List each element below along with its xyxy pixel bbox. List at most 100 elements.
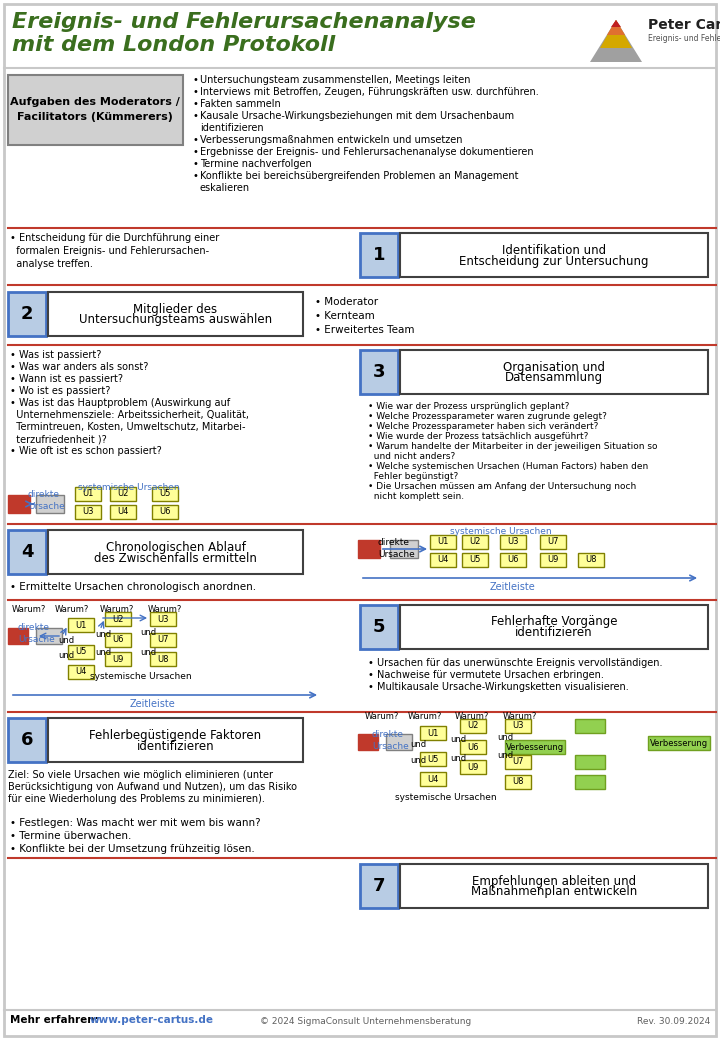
Text: 1: 1 (373, 246, 385, 264)
Polygon shape (600, 20, 632, 48)
Text: Warum?: Warum? (12, 605, 46, 614)
Text: Ereignis- und Fehlerursachenanalysen: Ereignis- und Fehlerursachenanalysen (648, 34, 720, 43)
Bar (420, 772, 446, 786)
Bar (648, 736, 710, 750)
Text: Termine nachverfolgen: Termine nachverfolgen (200, 159, 312, 168)
Bar (500, 553, 526, 567)
Text: • Wie oft ist es schon passiert?: • Wie oft ist es schon passiert? (10, 446, 162, 456)
Text: U3: U3 (508, 538, 518, 546)
Text: • Warum handelte der Mitarbeiter in der jeweiligen Situation so: • Warum handelte der Mitarbeiter in der … (368, 442, 657, 451)
Text: nicht komplett sein.: nicht komplett sein. (368, 492, 464, 501)
Text: U2: U2 (467, 722, 479, 730)
Text: U4: U4 (437, 555, 449, 565)
Text: •: • (192, 171, 198, 181)
Text: U7: U7 (512, 757, 523, 766)
Text: Verbesserung: Verbesserung (506, 743, 564, 752)
Text: systemische Ursachen: systemische Ursachen (90, 672, 192, 681)
Text: Chronologischen Ablauf: Chronologischen Ablauf (106, 541, 246, 553)
Bar (420, 752, 446, 766)
Bar (505, 719, 531, 733)
Text: direkte: direkte (372, 730, 404, 739)
Bar (68, 665, 94, 679)
Text: • Entscheidung für die Durchführung einer: • Entscheidung für die Durchführung eine… (10, 233, 220, 243)
Bar (540, 553, 566, 567)
Text: Identifikation und: Identifikation und (502, 243, 606, 257)
Text: und: und (95, 630, 111, 639)
Bar (360, 233, 398, 277)
Text: •: • (192, 135, 198, 145)
Text: 5: 5 (373, 618, 385, 636)
Text: • Ursachen für das unerwünschte Ereignis vervollständigen.: • Ursachen für das unerwünschte Ereignis… (368, 658, 662, 668)
Text: U5: U5 (76, 648, 86, 656)
Text: © 2024 SigmaConsult Unternehmensberatung: © 2024 SigmaConsult Unternehmensberatung (260, 1017, 472, 1026)
Text: und: und (58, 651, 74, 660)
Text: U6: U6 (159, 508, 171, 517)
Text: und: und (450, 735, 466, 744)
Text: Mehr erfahren:: Mehr erfahren: (10, 1015, 102, 1025)
Text: analyse treffen.: analyse treffen. (10, 259, 93, 269)
Text: Verbesserung: Verbesserung (650, 738, 708, 748)
Bar (358, 734, 378, 750)
Text: • Wie war der Prozess ursprünglich geplant?: • Wie war der Prozess ursprünglich gepla… (368, 402, 570, 411)
Text: 4: 4 (21, 543, 33, 561)
Polygon shape (590, 20, 642, 62)
Text: U4: U4 (76, 668, 86, 676)
Text: Aufgaben des Moderators /: Aufgaben des Moderators / (10, 97, 180, 107)
Text: U4: U4 (427, 775, 438, 783)
Text: Konflikte bei bereichsübergreifenden Problemen an Management: Konflikte bei bereichsübergreifenden Pro… (200, 171, 518, 181)
Text: U8: U8 (157, 654, 168, 664)
Text: U1: U1 (427, 728, 438, 737)
Text: formalen Ereignis- und Fehlerursachen-: formalen Ereignis- und Fehlerursachen- (10, 246, 209, 256)
Text: Warum?: Warum? (365, 712, 400, 721)
Text: Ziel: So viele Ursachen wie möglich eliminieren (unter: Ziel: So viele Ursachen wie möglich elim… (8, 770, 273, 780)
Text: • Die Ursachen müssen am Anfang der Untersuchung noch: • Die Ursachen müssen am Anfang der Unte… (368, 482, 636, 491)
Text: Datensammlung: Datensammlung (505, 371, 603, 385)
Bar (8, 292, 46, 336)
Text: Untersuchungsteams auswählen: Untersuchungsteams auswählen (79, 313, 272, 327)
Bar (360, 864, 398, 908)
Text: • Ermittelte Ursachen chronologisch anordnen.: • Ermittelte Ursachen chronologisch anor… (10, 582, 256, 592)
Text: systemische Ursachen: systemische Ursachen (395, 792, 497, 802)
Text: • Wann ist es passiert?: • Wann ist es passiert? (10, 374, 123, 384)
Text: Verbesserungsmaßnahmen entwickeln und umsetzen: Verbesserungsmaßnahmen entwickeln und um… (200, 135, 462, 145)
Text: und nicht anders?: und nicht anders? (368, 452, 455, 461)
Text: Rev. 30.09.2024: Rev. 30.09.2024 (636, 1017, 710, 1026)
Text: Untersuchungsteam zusammenstellen, Meetings leiten: Untersuchungsteam zusammenstellen, Meeti… (200, 75, 470, 85)
Text: identifizieren: identifizieren (200, 123, 264, 133)
Text: U5: U5 (159, 490, 171, 498)
Bar (390, 540, 418, 558)
Bar (462, 553, 488, 567)
Text: • Was ist das Hauptproblem (Auswirkung auf: • Was ist das Hauptproblem (Auswirkung a… (10, 398, 230, 408)
Text: Mitglieder des: Mitglieder des (133, 303, 217, 315)
Text: Fehler begünstigt?: Fehler begünstigt? (368, 472, 458, 480)
Text: Warum?: Warum? (408, 712, 442, 721)
Text: Berücksichtigung von Aufwand und Nutzen), um das Risiko: Berücksichtigung von Aufwand und Nutzen)… (8, 782, 297, 792)
Text: •: • (192, 75, 198, 85)
Text: •: • (192, 159, 198, 168)
Text: U6: U6 (508, 555, 518, 565)
Bar (400, 233, 708, 277)
Text: direkte: direkte (28, 490, 60, 499)
Text: U9: U9 (467, 762, 479, 772)
Text: Warum?: Warum? (148, 605, 182, 614)
Bar (505, 775, 531, 789)
Text: • Was war anders als sonst?: • Was war anders als sonst? (10, 362, 148, 372)
Bar (105, 612, 131, 626)
Text: Ursache: Ursache (372, 742, 409, 751)
Text: und: und (95, 648, 111, 657)
Text: U1: U1 (82, 490, 94, 498)
Bar (8, 495, 30, 513)
Text: U6: U6 (467, 743, 479, 752)
Bar (110, 505, 136, 519)
Text: Unternehmensziele: Arbeitssicherheit, Qualität,: Unternehmensziele: Arbeitssicherheit, Qu… (10, 410, 249, 420)
Bar (152, 505, 178, 519)
Bar (105, 633, 131, 647)
Text: direkte: direkte (18, 623, 50, 632)
Bar (48, 530, 303, 574)
Text: identifizieren: identifizieren (137, 739, 215, 753)
Bar (358, 540, 380, 558)
Text: Zeitleiste: Zeitleiste (490, 582, 536, 592)
Bar (578, 553, 604, 567)
Text: U3: U3 (512, 722, 523, 730)
Text: •: • (192, 99, 198, 109)
